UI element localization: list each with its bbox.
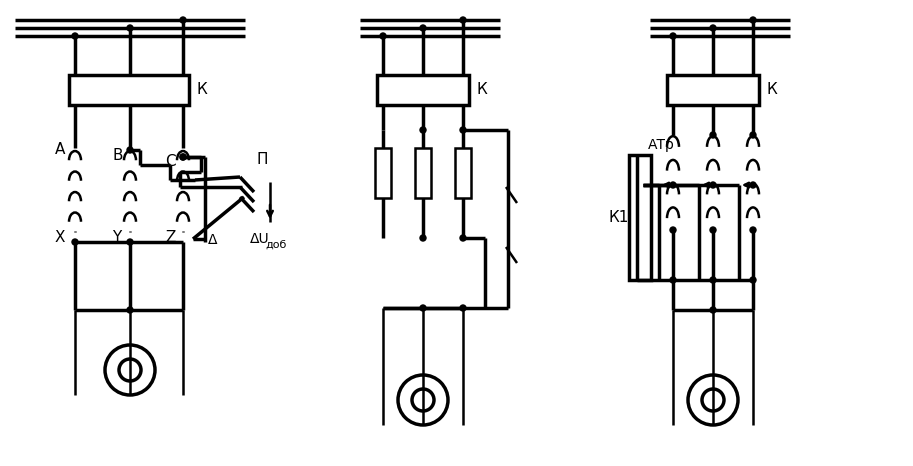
Circle shape (750, 182, 756, 188)
Circle shape (710, 277, 716, 283)
Circle shape (750, 132, 756, 138)
Text: A: A (55, 143, 66, 158)
Circle shape (420, 25, 426, 31)
Circle shape (710, 25, 716, 31)
Text: X: X (55, 229, 66, 245)
Text: ΔU: ΔU (250, 232, 269, 246)
Circle shape (72, 239, 78, 245)
Circle shape (72, 33, 78, 39)
Circle shape (710, 307, 716, 313)
Circle shape (127, 147, 133, 153)
Bar (455, 148, 471, 198)
Circle shape (127, 239, 133, 245)
Text: К: К (477, 82, 488, 97)
Text: К: К (767, 82, 778, 97)
Text: C: C (165, 155, 175, 170)
Text: К1: К1 (609, 210, 629, 225)
Text: П: П (257, 151, 268, 166)
Circle shape (750, 277, 756, 283)
Circle shape (460, 235, 466, 241)
Circle shape (127, 307, 133, 313)
Bar (375, 148, 391, 198)
Bar (667, 75, 759, 105)
Circle shape (670, 33, 676, 39)
Bar (377, 75, 469, 105)
Bar (629, 155, 651, 280)
Circle shape (380, 33, 386, 39)
Circle shape (670, 277, 676, 283)
Circle shape (750, 227, 756, 233)
Text: АТр: АТр (648, 138, 675, 152)
Circle shape (420, 127, 426, 133)
Circle shape (127, 25, 133, 31)
Text: Z: Z (165, 229, 175, 245)
Circle shape (460, 305, 466, 311)
Circle shape (180, 154, 186, 160)
Circle shape (710, 132, 716, 138)
Text: доб: доб (265, 240, 287, 250)
Text: Y: Y (112, 229, 121, 245)
Circle shape (420, 305, 426, 311)
Circle shape (460, 17, 466, 23)
Text: Δ: Δ (208, 233, 217, 247)
Circle shape (180, 17, 186, 23)
Circle shape (670, 182, 676, 188)
Text: B: B (112, 148, 122, 163)
Bar (69, 75, 189, 105)
Text: К: К (197, 82, 208, 97)
Circle shape (180, 154, 186, 160)
Circle shape (710, 182, 716, 188)
Circle shape (670, 227, 676, 233)
Circle shape (420, 235, 426, 241)
Circle shape (460, 127, 466, 133)
Bar (415, 148, 431, 198)
Circle shape (750, 17, 756, 23)
Circle shape (710, 227, 716, 233)
